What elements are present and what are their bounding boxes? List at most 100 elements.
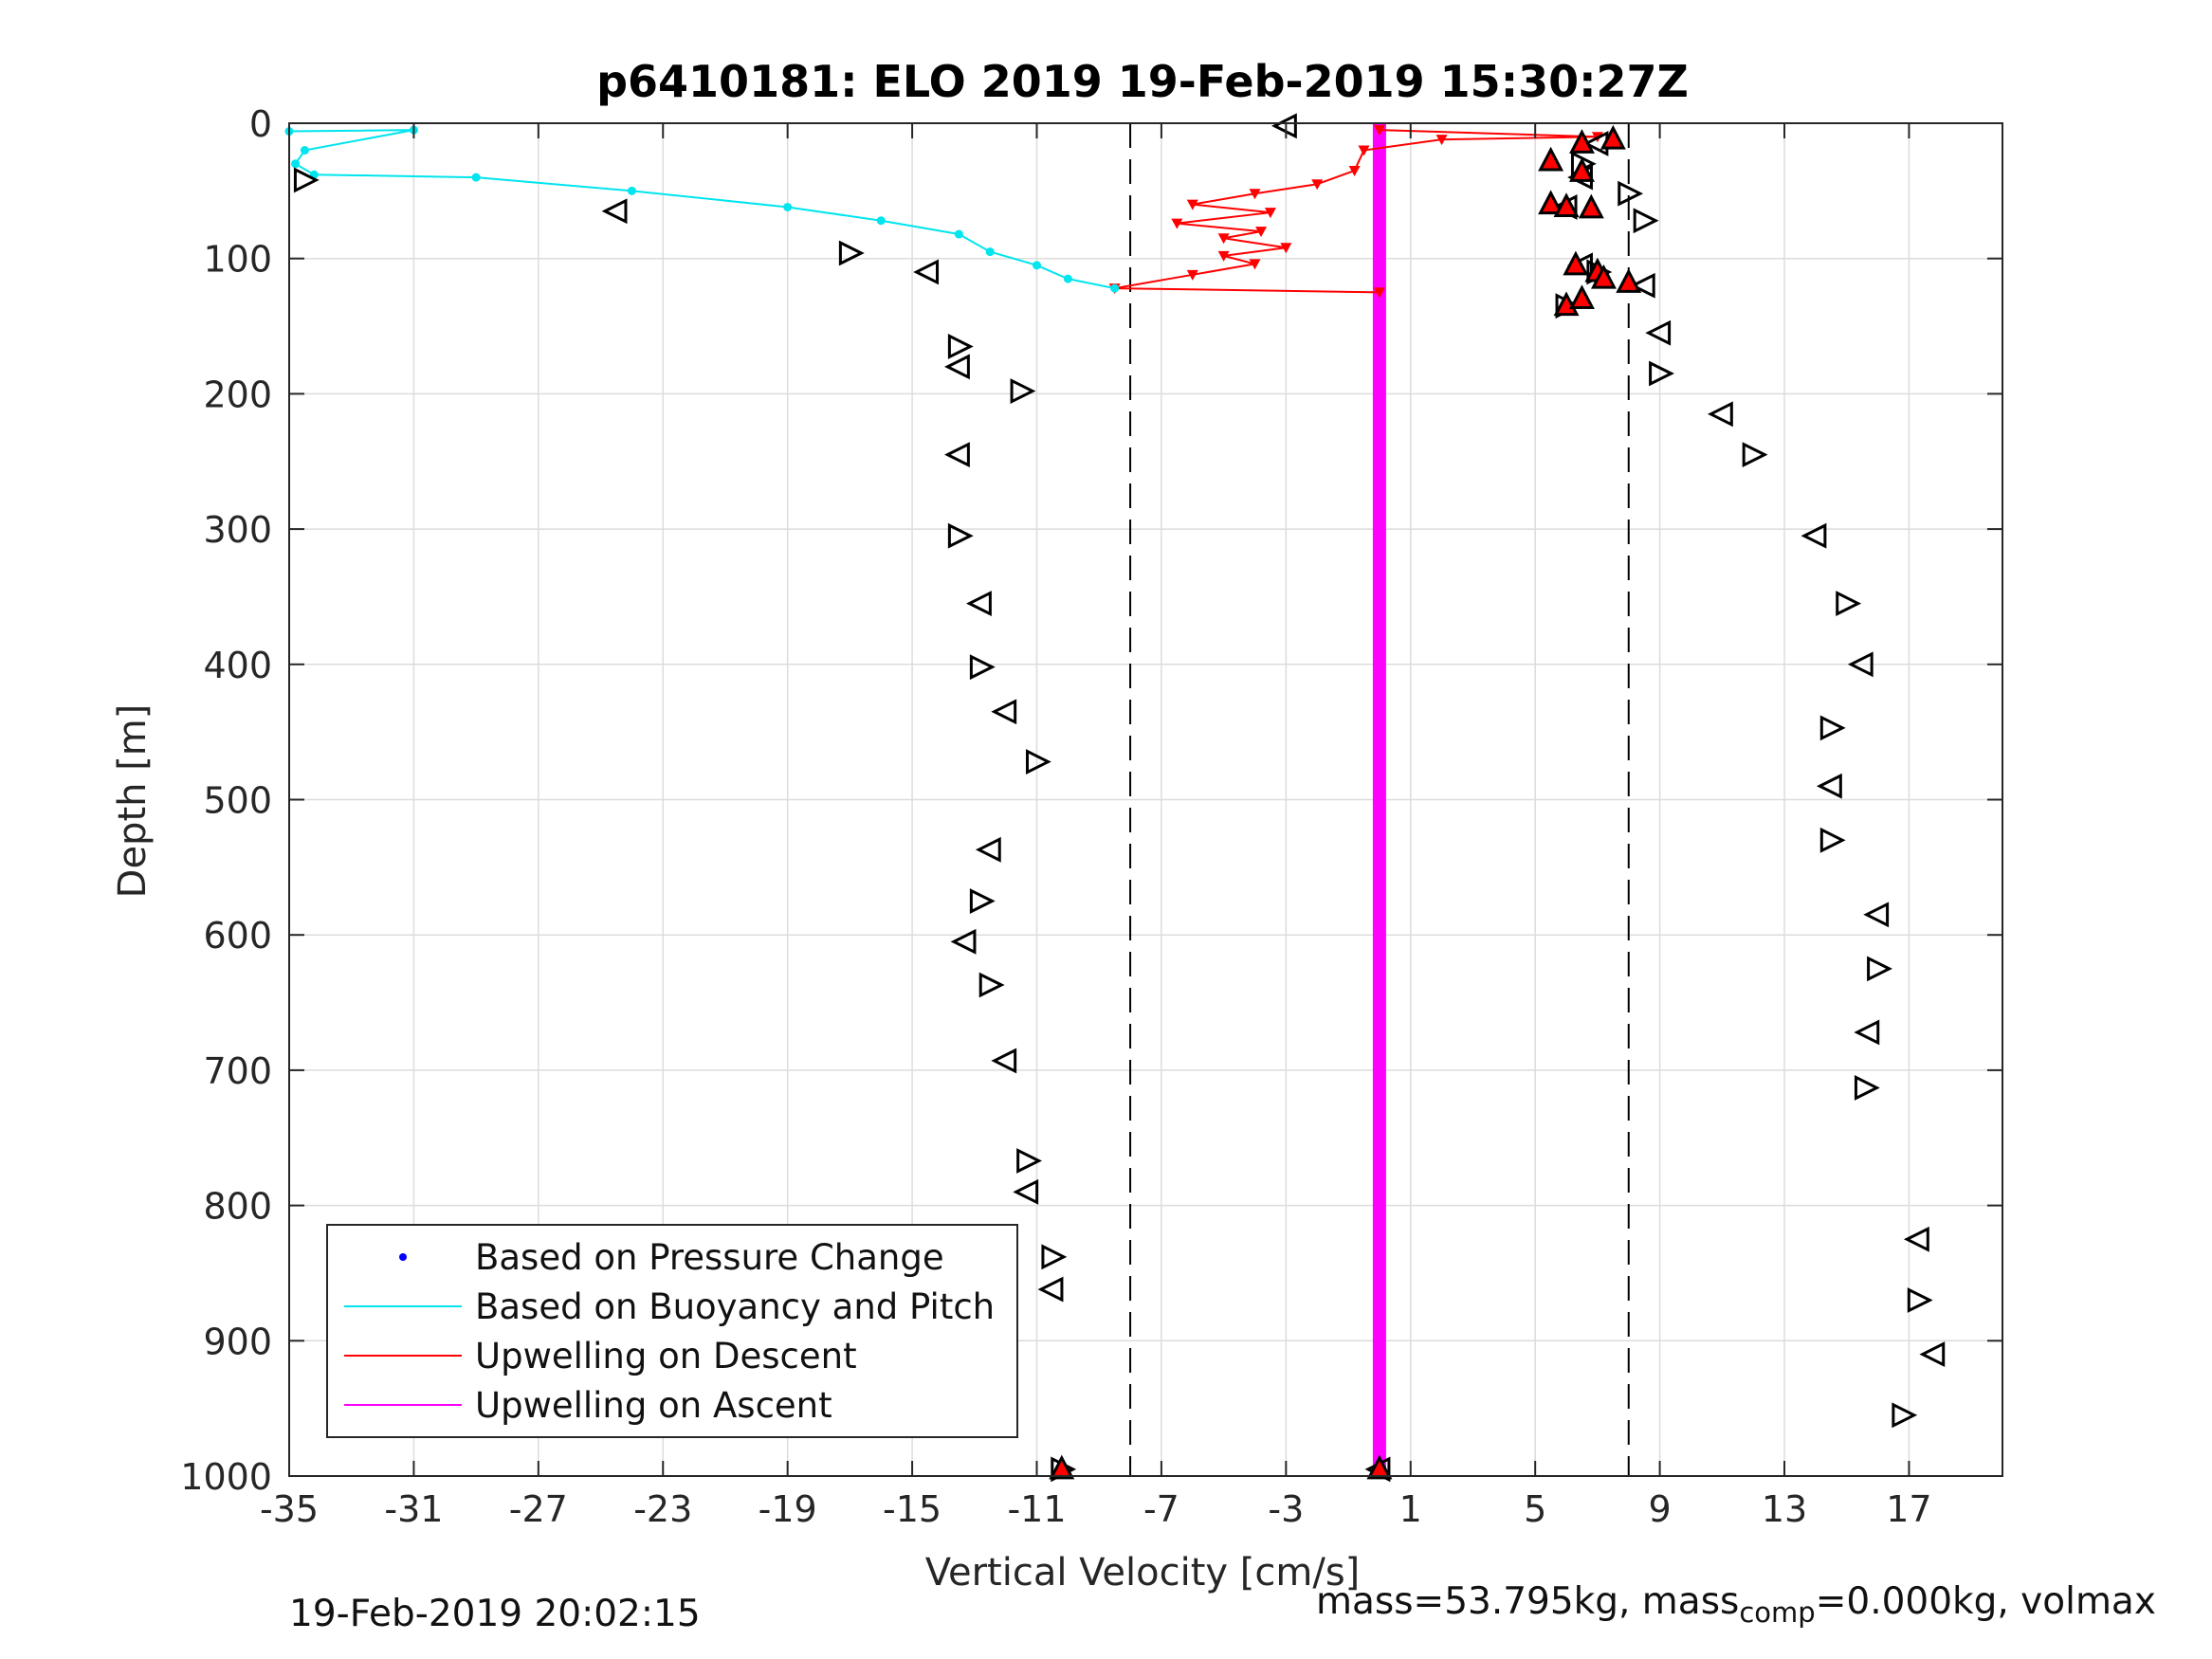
x-tick-label: -19 [759,1488,817,1530]
upwelling-marker [1568,129,1595,154]
y-tick-label: 400 [203,645,272,686]
buoyancy-pitch-point [876,216,886,226]
upwelling-descent-point [1171,218,1183,229]
series-layer [284,123,1603,1476]
pitch-marker [1037,1276,1064,1303]
pitch-marker [947,522,974,549]
pitch-marker [1010,378,1036,404]
x-tick-label: 13 [1762,1488,1807,1530]
legend-label: Upwelling on Ascent [475,1385,832,1426]
pitch-marker [978,972,1005,998]
footer-mass-suffix: =0.000kg, volmax [1815,1580,2156,1623]
y-tick-label: 600 [203,915,272,957]
pitch-marker [1801,522,1827,549]
x-tick-label: -15 [883,1488,941,1530]
upwelling-marker [1553,192,1580,217]
x-tick-label: -31 [384,1488,443,1530]
upwelling-descent-point [1249,259,1261,270]
pitch-marker [913,259,940,285]
pitch-marker [1919,1341,1946,1367]
upwelling-descent-point [1435,135,1448,146]
pitch-marker [1618,180,1644,207]
y-tick-label: 100 [203,239,272,281]
upwelling-marker [1590,264,1617,289]
x-axis-label: Vertical Velocity [cm/s] [925,1551,1361,1595]
upwelling-descent-point [1255,227,1268,238]
pitch-marker [1816,773,1842,799]
pitch-marker [969,888,996,914]
buoyancy-pitch-point [300,146,309,155]
y-tick-label: 200 [203,374,272,415]
upwelling-descent-point [1348,165,1361,176]
pitch-marker [1867,956,1892,982]
buoyancy-pitch-point [985,247,995,257]
pitch-marker [1707,401,1733,428]
upwelling-marker [1366,1454,1393,1480]
buoyancy-pitch-point [954,229,963,239]
legend-box [326,1224,1018,1438]
upwelling-descent-point [1358,145,1370,156]
buoyancy-pitch-point [471,173,481,182]
pitch-marker [1633,208,1659,234]
buoyancy-pitch-point [627,186,636,195]
upwelling-marker [1568,284,1595,310]
pitch-marker [1819,827,1846,853]
pitch-marker [1847,651,1874,678]
y-tick-label: 700 [203,1050,272,1092]
y-tick-label: 300 [203,509,272,551]
y-axis-label: Depth [m] [111,704,155,899]
legend-swatch [399,1253,407,1261]
footer-mass: mass=53.795kg, masscomp=0.000kg, volmax [1316,1580,2156,1629]
legend-label: Upwelling on Descent [475,1336,857,1376]
y-tick-label: 800 [203,1186,272,1228]
pitch-marker [966,591,992,617]
pitch-marker [944,442,970,468]
pitch-marker [1742,442,1768,468]
pitch-marker [991,1048,1017,1074]
buoyancy-pitch-point [783,202,793,211]
chart-title: p6410181: ELO 2019 19-Feb-2019 15:30:27Z [596,56,1689,107]
pitch-marker [1907,1287,1933,1313]
y-tick-label: 900 [203,1321,272,1362]
pitch-marker [1013,1178,1039,1205]
pitch-marker [1819,715,1846,741]
upwelling-marker [1563,250,1589,276]
pitch-marker [1629,272,1655,299]
footer-mass-sub: comp [1739,1595,1816,1629]
x-tick-label: 17 [1886,1488,1931,1530]
upwelling-marker [1538,190,1564,215]
upwelling-descent-point [1217,233,1230,245]
legend-label: Based on Pressure Change [475,1237,944,1278]
y-tick-label: 500 [203,780,272,822]
upwelling-marker [1049,1454,1075,1480]
pitch-marker [1854,1075,1880,1101]
y-tick-label: 1000 [180,1456,272,1498]
upwelling-marker [1600,124,1626,150]
upwelling-descent-point [1311,179,1324,191]
pitch-marker [1026,749,1051,775]
pitch-marker [947,334,974,359]
pitch-marker [1863,902,1890,928]
reference-lines [1129,123,1630,1476]
buoyancy-pitch-point [1033,261,1042,270]
ticks: -35 -31 -27 -23 -19 -15 -11 -7 -3 1 5 9 13 1701002003… [180,103,2002,1530]
x-tick-label: -11 [1007,1488,1066,1530]
upwelling-descent-point [1280,243,1292,254]
footer-timestamp: 19-Feb-2019 20:02:15 [289,1593,701,1635]
pitch-marker [950,928,977,955]
x-tick-label: -3 [1268,1488,1304,1530]
x-tick-label: 9 [1649,1488,1672,1530]
upwelling-descent-point [1373,125,1385,137]
pitch-marker [944,354,970,380]
pitch-marker [969,654,996,681]
buoyancy-pitch-point [1110,283,1120,293]
buoyancy-pitch-point [1063,274,1072,283]
upwelling-marker [1568,157,1595,182]
pitch-marker [293,167,320,193]
pitch-marker [601,198,628,225]
upwelling-descent-point [1186,199,1198,210]
upwelling-descent-point [1217,250,1230,262]
upwelling-descent-point [1373,287,1385,299]
pitch-marker [991,699,1017,725]
